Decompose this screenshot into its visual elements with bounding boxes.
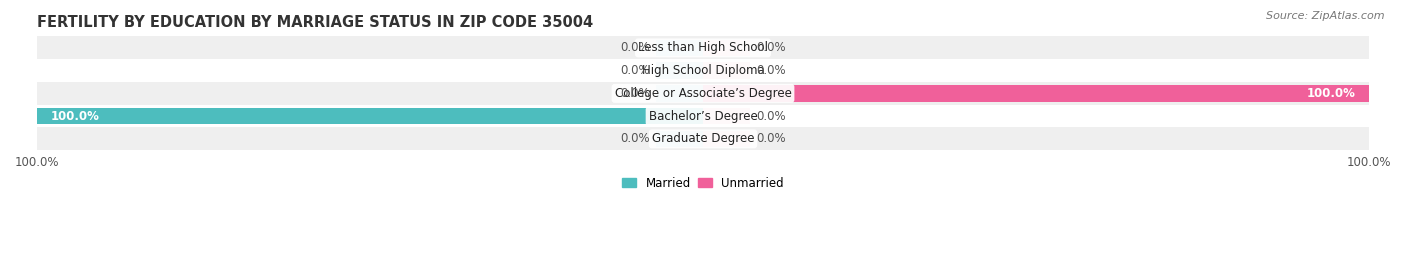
- Bar: [37, 82, 1369, 105]
- Text: FERTILITY BY EDUCATION BY MARRIAGE STATUS IN ZIP CODE 35004: FERTILITY BY EDUCATION BY MARRIAGE STATU…: [37, 15, 593, 30]
- Bar: [703, 85, 1369, 102]
- Bar: [37, 128, 1369, 150]
- Text: 100.0%: 100.0%: [51, 109, 100, 123]
- Text: 0.0%: 0.0%: [756, 41, 786, 54]
- Text: College or Associate’s Degree: College or Associate’s Degree: [614, 87, 792, 100]
- Bar: [37, 105, 1369, 128]
- Text: Source: ZipAtlas.com: Source: ZipAtlas.com: [1267, 11, 1385, 21]
- Bar: [37, 37, 1369, 59]
- Bar: [703, 40, 749, 56]
- Text: 0.0%: 0.0%: [620, 87, 650, 100]
- Text: High School Diploma: High School Diploma: [641, 64, 765, 77]
- Bar: [37, 108, 703, 124]
- Text: 0.0%: 0.0%: [620, 41, 650, 54]
- Bar: [657, 40, 703, 56]
- Text: 0.0%: 0.0%: [756, 64, 786, 77]
- Bar: [657, 85, 703, 102]
- Text: 0.0%: 0.0%: [620, 64, 650, 77]
- Text: 0.0%: 0.0%: [756, 132, 786, 145]
- Bar: [657, 62, 703, 79]
- Legend: Married, Unmarried: Married, Unmarried: [617, 172, 789, 194]
- Text: 100.0%: 100.0%: [1306, 87, 1355, 100]
- Text: 0.0%: 0.0%: [620, 132, 650, 145]
- Bar: [657, 131, 703, 147]
- Text: Graduate Degree: Graduate Degree: [652, 132, 754, 145]
- Text: Bachelor’s Degree: Bachelor’s Degree: [648, 109, 758, 123]
- Bar: [703, 131, 749, 147]
- Text: Less than High School: Less than High School: [638, 41, 768, 54]
- Text: 0.0%: 0.0%: [756, 109, 786, 123]
- Bar: [703, 62, 749, 79]
- Bar: [37, 59, 1369, 82]
- Bar: [703, 108, 749, 124]
